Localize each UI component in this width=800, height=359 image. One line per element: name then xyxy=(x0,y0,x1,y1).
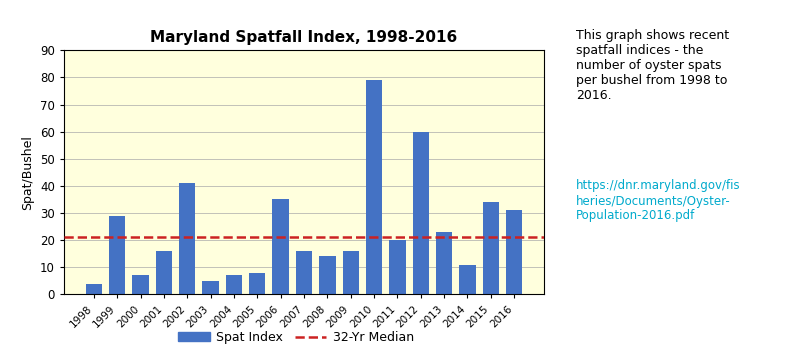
Y-axis label: Spat/Bushel: Spat/Bushel xyxy=(22,135,34,210)
Bar xyxy=(366,80,382,294)
Bar xyxy=(86,284,102,294)
Bar xyxy=(249,273,266,294)
Legend: Spat Index, 32-Yr Median: Spat Index, 32-Yr Median xyxy=(174,326,418,349)
Bar xyxy=(156,251,172,294)
Bar xyxy=(179,183,195,294)
Bar xyxy=(506,210,522,294)
Bar xyxy=(109,216,126,294)
Bar xyxy=(226,275,242,294)
Bar xyxy=(413,132,429,294)
Bar xyxy=(133,275,149,294)
Bar xyxy=(389,240,406,294)
Bar xyxy=(436,232,452,294)
Bar xyxy=(202,281,219,294)
Bar xyxy=(319,256,335,294)
Text: This graph shows recent
spatfall indices - the
number of oyster spats
per bushel: This graph shows recent spatfall indices… xyxy=(576,29,729,102)
Title: Maryland Spatfall Index, 1998-2016: Maryland Spatfall Index, 1998-2016 xyxy=(150,30,458,45)
Bar xyxy=(482,202,499,294)
Bar xyxy=(342,251,359,294)
Text: https://dnr.maryland.gov/fis
heries/Documents/Oyster-
Population-2016.pdf: https://dnr.maryland.gov/fis heries/Docu… xyxy=(576,180,741,223)
Bar xyxy=(273,200,289,294)
Bar xyxy=(459,265,475,294)
Bar xyxy=(296,251,312,294)
